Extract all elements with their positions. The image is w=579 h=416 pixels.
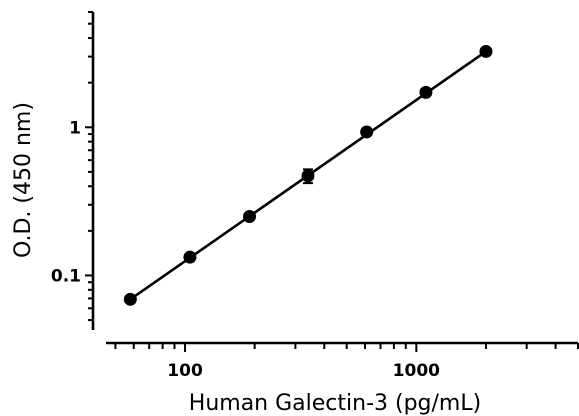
data-point: [123, 292, 137, 306]
tick-labels: 0.1 1 100 1000: [51, 118, 440, 381]
y-tick-label: 1: [69, 118, 81, 138]
y-axis-title: O.D. (450 nm): [11, 102, 36, 258]
data-point: [360, 125, 374, 139]
data-point: [479, 44, 493, 58]
y-tick-label: 0.1: [51, 266, 81, 286]
x-tick-label: 1000: [393, 361, 440, 381]
data-point: [419, 85, 433, 99]
data-point: [301, 169, 315, 183]
data-points: [123, 44, 493, 306]
data-point: [243, 209, 257, 223]
data-point: [183, 250, 197, 264]
axes: [91, 12, 578, 345]
x-axis-title: Human Galectin-3 (pg/mL): [189, 391, 481, 416]
x-tick-label: 100: [167, 361, 203, 381]
ticks: [85, 11, 579, 352]
